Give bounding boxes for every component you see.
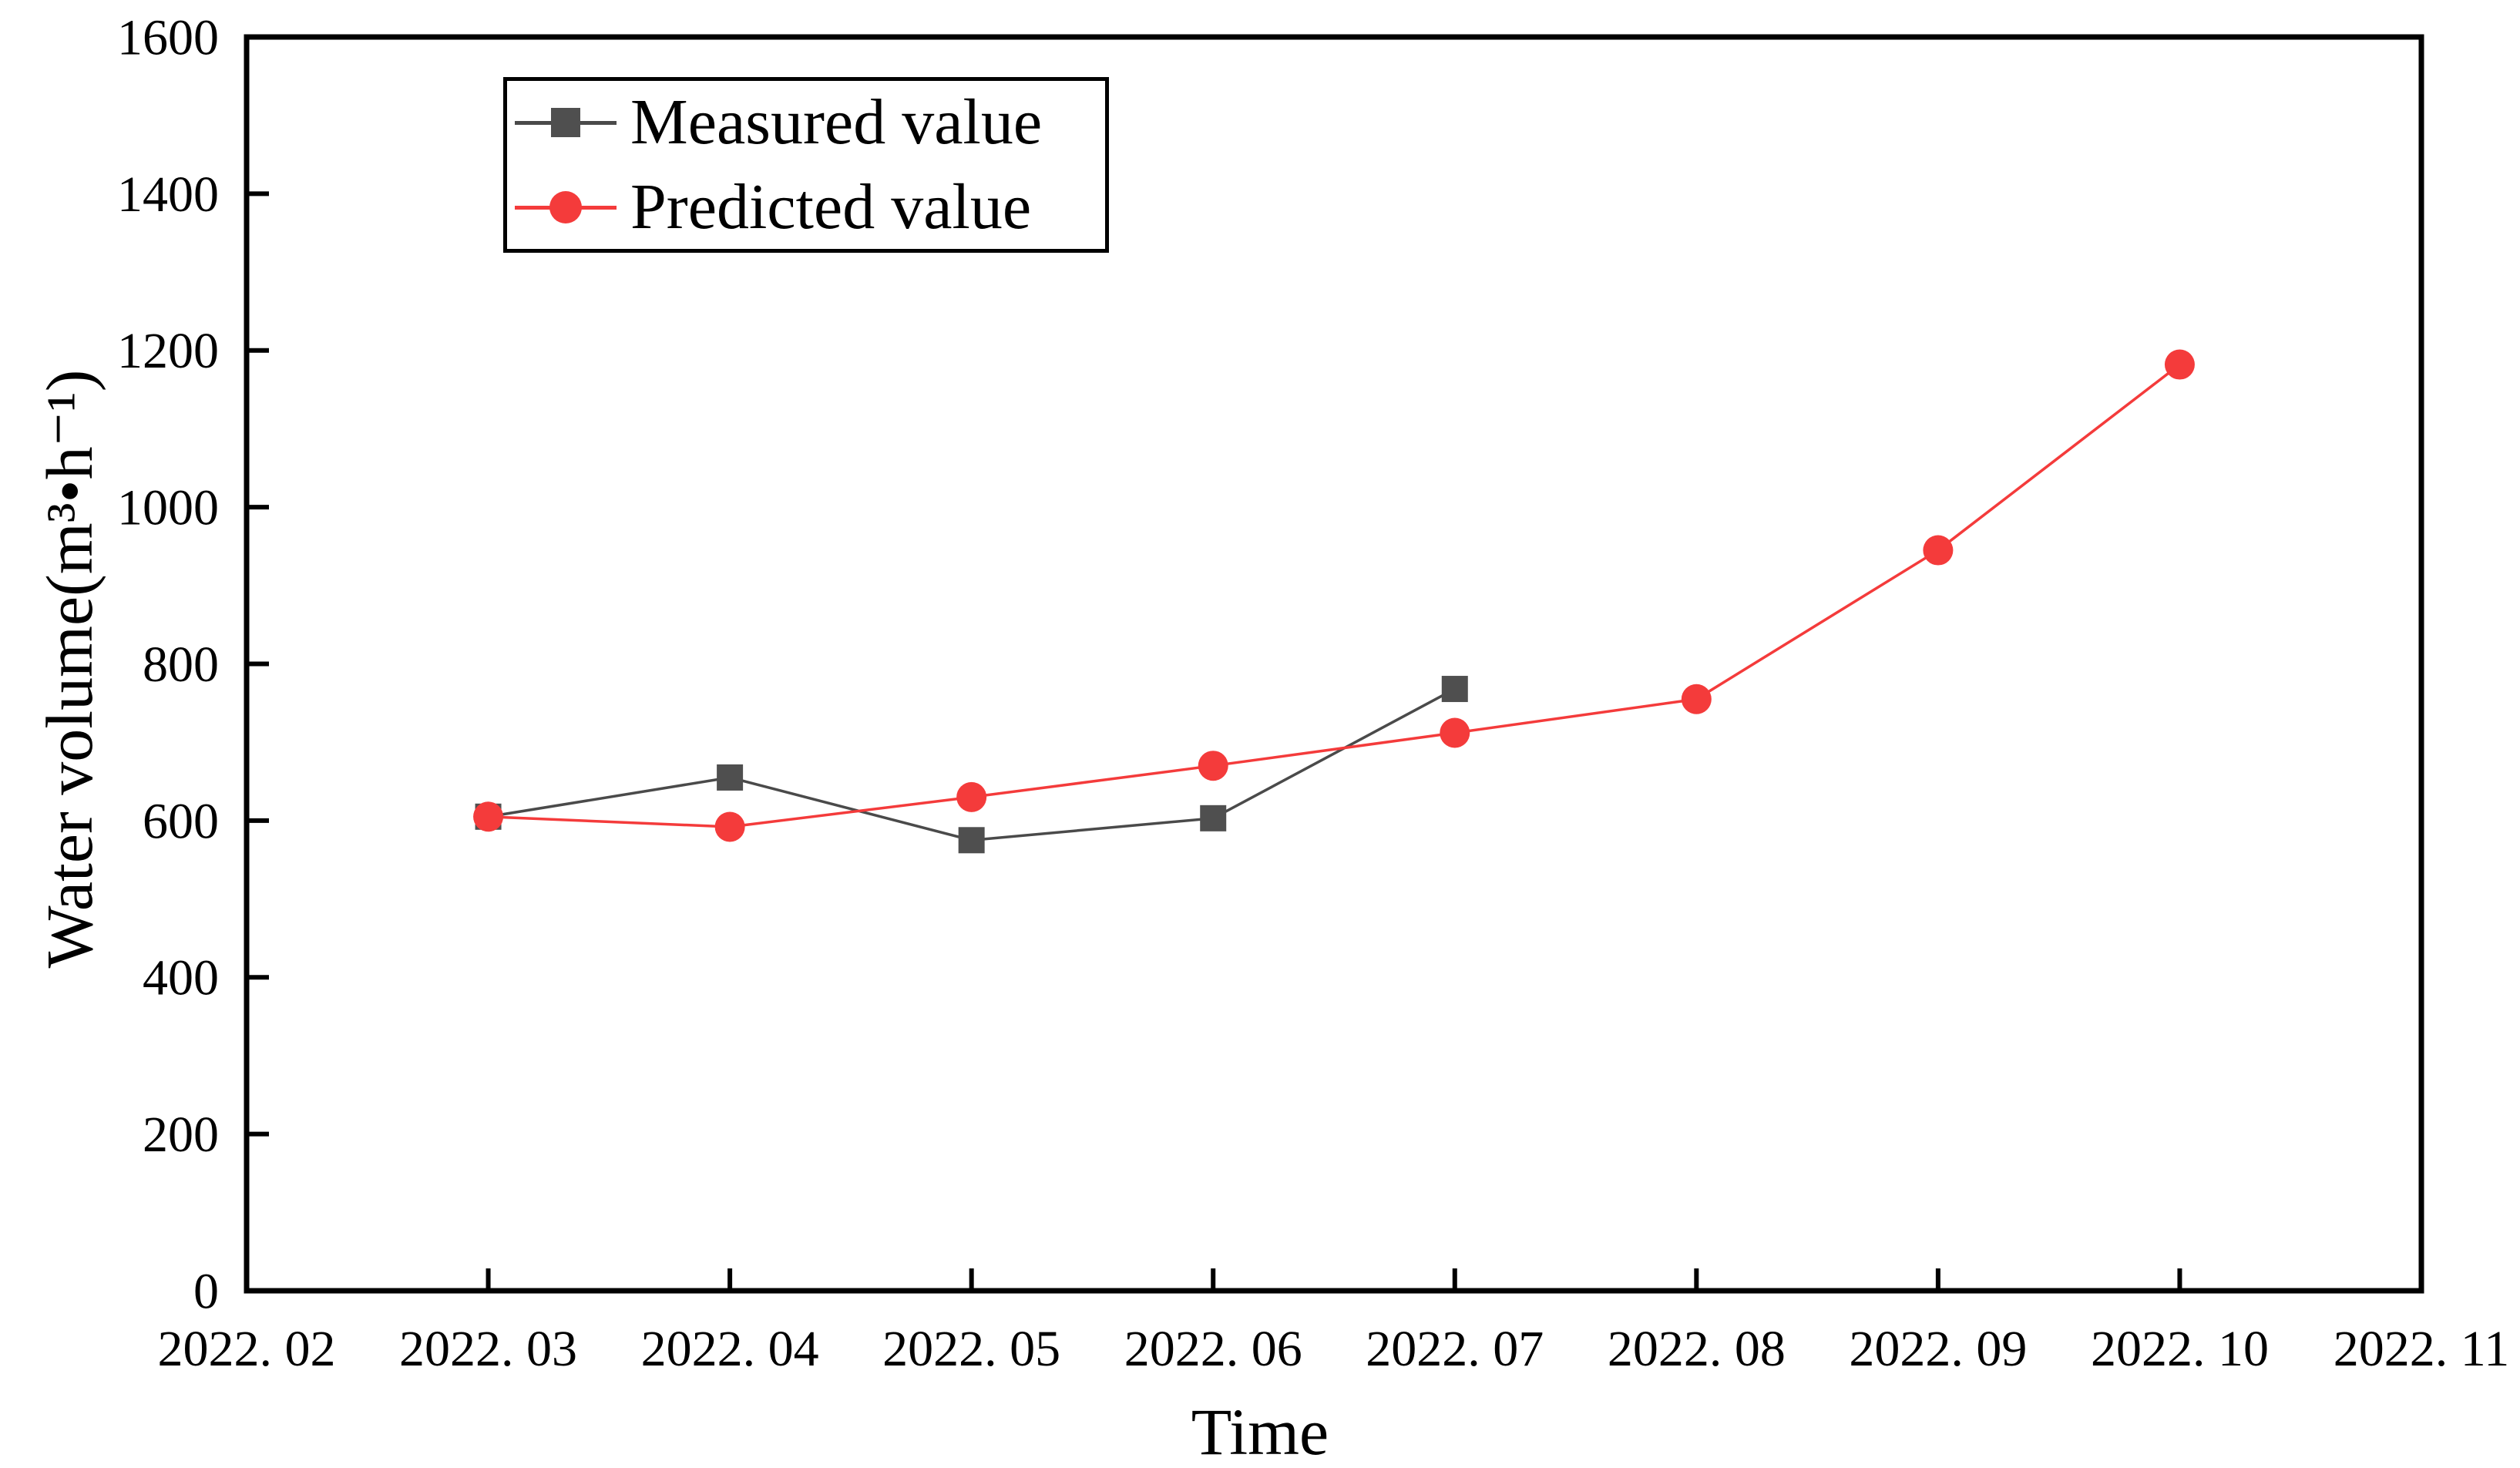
measured-line-marker-icon	[515, 106, 617, 139]
legend-label-predicted: Predicted value	[630, 171, 1032, 243]
x-tick-label: 2022. 03	[399, 1321, 577, 1377]
plot-frame	[244, 34, 2424, 1294]
x-tick-label: 2022. 08	[1608, 1321, 1786, 1377]
y-tick-label: 200	[143, 1107, 219, 1163]
x-tick-labels: 2022. 02 2022. 03 2022. 04 2022. 05 2022. 06…	[158, 1321, 2510, 1377]
x-tick-label: 2022. 05	[882, 1321, 1060, 1377]
data-point-marker	[958, 827, 985, 854]
y-tick-label: 1600	[117, 9, 219, 66]
legend-item-predicted: Predicted value	[515, 170, 1097, 244]
data-point-marker	[1440, 717, 1470, 748]
series-line	[488, 363, 2181, 828]
y-tick-label: 0	[193, 1263, 219, 1319]
x-tick-label: 2022. 10	[2091, 1321, 2269, 1377]
y-tick-label: 1400	[117, 166, 219, 223]
legend: Measured value Predicted value	[503, 77, 1109, 253]
series-predicted-value	[473, 349, 2195, 842]
y-tick-labels: 0 200 400 600 800 1000 1200 1400 1600	[117, 9, 219, 1319]
legend-label-measured: Measured value	[630, 86, 1043, 158]
x-tick-label: 2022. 11	[2334, 1321, 2510, 1377]
data-point-marker	[1200, 805, 1227, 831]
series-measured-value	[475, 676, 1468, 854]
x-tick-label: 2022. 06	[1124, 1321, 1302, 1377]
x-axis-title: Time	[1191, 1395, 1329, 1468]
predicted-line-marker-icon	[515, 190, 617, 224]
y-tick-label: 1000	[117, 480, 219, 536]
data-point-marker	[473, 801, 504, 832]
y-tick-label: 800	[143, 637, 219, 693]
data-point-marker	[1681, 684, 1712, 714]
x-tick-label: 2022. 09	[1849, 1321, 2027, 1377]
legend-item-measured: Measured value	[515, 86, 1097, 160]
y-axis-title: Water volume(m³•h⁻¹)	[32, 369, 106, 969]
axes: 2022. 02 2022. 03 2022. 04 2022. 05 2022. 06…	[117, 9, 2509, 1377]
data-point-marker	[717, 764, 744, 791]
data-point-marker	[714, 811, 745, 842]
data-point-marker	[1441, 676, 1468, 703]
y-tick-label: 1200	[117, 323, 219, 379]
data-point-marker	[2164, 349, 2195, 380]
x-tick-label: 2022. 02	[158, 1321, 336, 1377]
data-point-marker	[1198, 751, 1228, 781]
series-line	[488, 687, 1456, 842]
y-tick-label: 400	[143, 950, 219, 1006]
x-tick-label: 2022. 07	[1366, 1321, 1544, 1377]
x-tick-label: 2022. 04	[641, 1321, 819, 1377]
data-point-marker	[1923, 535, 1954, 566]
data-point-marker	[956, 781, 987, 812]
y-tick-label: 600	[143, 793, 219, 849]
